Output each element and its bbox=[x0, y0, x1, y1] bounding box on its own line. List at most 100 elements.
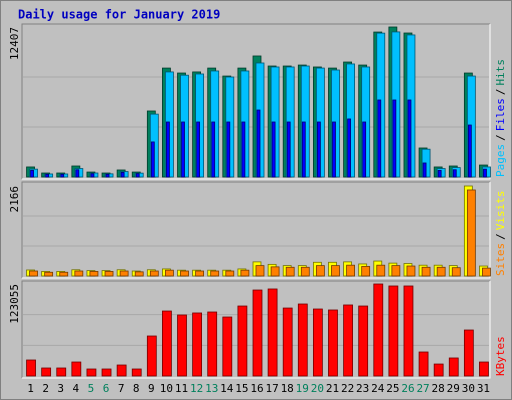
x-tick-label: 22 bbox=[341, 382, 354, 395]
x-tick-label: 17 bbox=[265, 382, 278, 395]
bar bbox=[41, 367, 52, 377]
bar bbox=[255, 265, 265, 277]
bar bbox=[331, 265, 340, 277]
bar bbox=[135, 173, 140, 178]
x-tick-label: 8 bbox=[133, 382, 140, 395]
bar bbox=[267, 288, 278, 377]
bar bbox=[347, 118, 351, 178]
legend-entry: KBytes bbox=[494, 336, 507, 376]
bar bbox=[149, 270, 159, 277]
bar bbox=[60, 173, 65, 178]
bar bbox=[30, 169, 34, 178]
bar bbox=[436, 266, 446, 277]
x-tick-label: 28 bbox=[432, 382, 445, 395]
x-tick-label: 14 bbox=[220, 382, 234, 395]
legend: KBytes bbox=[494, 336, 507, 376]
x-tick-label: 13 bbox=[205, 382, 218, 395]
bar bbox=[166, 121, 170, 178]
plot-border bbox=[22, 281, 491, 379]
bar bbox=[211, 121, 216, 178]
bar bbox=[346, 264, 355, 277]
x-tick-label: 26 bbox=[401, 382, 414, 395]
legend-separator: / bbox=[494, 233, 507, 240]
bar bbox=[104, 271, 114, 277]
bar bbox=[222, 316, 233, 377]
x-tick-label: 23 bbox=[356, 382, 369, 395]
bar bbox=[116, 364, 127, 377]
bar bbox=[45, 173, 50, 178]
bar bbox=[451, 267, 461, 277]
bar bbox=[134, 271, 144, 277]
bar bbox=[463, 329, 474, 377]
bar bbox=[482, 267, 491, 277]
x-tick-label: 25 bbox=[386, 382, 399, 395]
x-tick-label: 2 bbox=[42, 382, 49, 395]
bar bbox=[271, 121, 276, 178]
bar bbox=[71, 361, 82, 377]
bar bbox=[297, 303, 308, 377]
bar bbox=[241, 121, 246, 178]
bar bbox=[467, 124, 472, 178]
legend-entry: Hits bbox=[494, 59, 507, 86]
plot-border bbox=[22, 182, 491, 279]
bar bbox=[361, 266, 371, 277]
x-tick-label: 18 bbox=[281, 382, 294, 395]
bar bbox=[75, 169, 80, 178]
bar bbox=[433, 363, 444, 377]
bar bbox=[270, 266, 280, 277]
bar bbox=[196, 121, 201, 178]
bar bbox=[237, 305, 248, 377]
legend-separator: / bbox=[494, 134, 507, 141]
bar bbox=[362, 121, 367, 178]
bar bbox=[328, 309, 338, 377]
x-tick-label: 15 bbox=[235, 382, 248, 395]
bar bbox=[483, 168, 487, 178]
bar bbox=[332, 121, 336, 178]
bar bbox=[177, 314, 187, 377]
bar bbox=[377, 99, 382, 178]
legend: Pages / Files / Hits bbox=[494, 59, 507, 177]
bar bbox=[146, 335, 157, 377]
bar bbox=[391, 265, 401, 277]
bar bbox=[226, 121, 231, 178]
bar bbox=[192, 312, 203, 377]
bar bbox=[392, 99, 397, 178]
plot-border bbox=[21, 23, 490, 179]
plot-border bbox=[21, 181, 490, 278]
x-tick-label: 19 bbox=[296, 382, 309, 395]
bar bbox=[300, 266, 310, 277]
bar bbox=[195, 270, 205, 277]
bar bbox=[452, 169, 457, 178]
bar bbox=[240, 269, 250, 277]
x-tick-label: 9 bbox=[148, 382, 155, 395]
bar bbox=[418, 351, 429, 377]
bar bbox=[225, 270, 235, 277]
bar bbox=[86, 368, 97, 377]
bar bbox=[312, 308, 323, 377]
legend-entry: Visits bbox=[494, 191, 507, 231]
x-tick-label: 29 bbox=[447, 382, 460, 395]
legend-separator: / bbox=[494, 89, 507, 96]
x-tick-label: 27 bbox=[416, 382, 429, 395]
bar bbox=[162, 310, 172, 377]
bar bbox=[479, 361, 489, 377]
bar bbox=[89, 271, 99, 277]
y-tick-label: 2166 bbox=[8, 186, 21, 213]
bar bbox=[74, 270, 84, 277]
bar bbox=[105, 173, 110, 178]
x-tick-label: 30 bbox=[462, 382, 475, 395]
x-tick-label: 21 bbox=[326, 382, 339, 395]
bar bbox=[180, 270, 189, 277]
bar bbox=[165, 269, 174, 277]
x-tick-label: 12 bbox=[190, 382, 203, 395]
x-tick-label: 20 bbox=[311, 382, 324, 395]
x-tick-label: 1 bbox=[27, 382, 34, 395]
bar bbox=[315, 265, 325, 277]
bar bbox=[466, 189, 476, 277]
bar bbox=[422, 162, 427, 178]
x-tick-label: 11 bbox=[175, 382, 188, 395]
bar bbox=[120, 172, 125, 178]
x-tick-label: 4 bbox=[73, 382, 80, 395]
bar bbox=[119, 270, 129, 277]
